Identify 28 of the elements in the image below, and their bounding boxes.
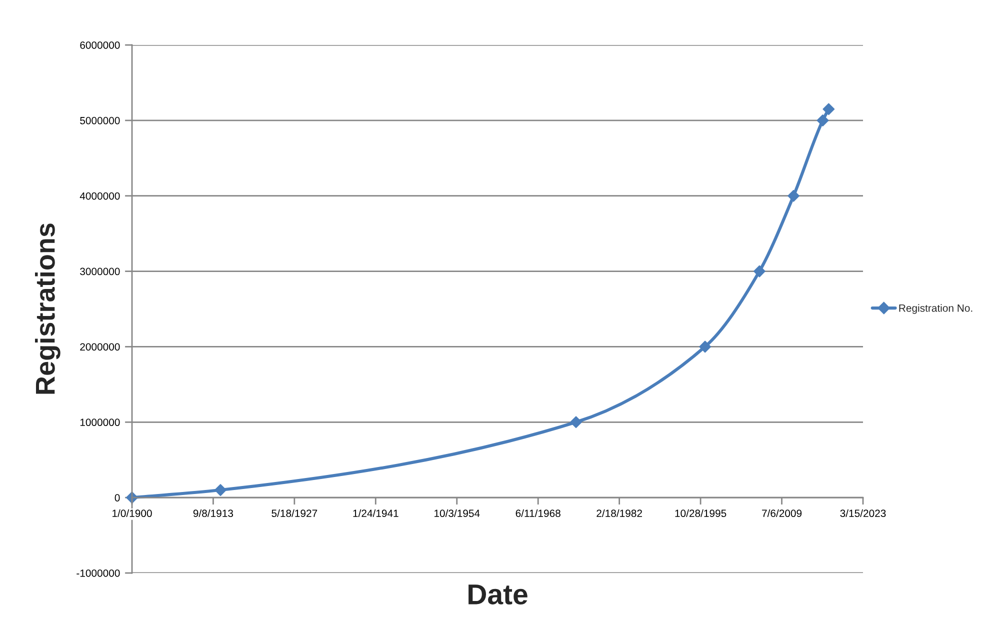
x-tick-label: 10/28/1995 (675, 509, 726, 518)
y-tick-label: 5000000 (80, 116, 120, 124)
x-axis-title: Date (468, 584, 528, 604)
point (570, 416, 582, 428)
x-tick-label: 9/8/1913 (193, 509, 234, 518)
x-tick-label: 10/3/1954 (434, 509, 480, 518)
y-tick-label: -1000000 (76, 570, 120, 577)
x-tick-label: 2/18/1982 (596, 509, 642, 518)
y-tick-label: 3000000 (80, 268, 120, 276)
x-tick-label: 6/11/1968 (516, 509, 560, 518)
x-tick-label: 7/6/2009 (762, 509, 802, 518)
y-axis-title: Registrations (34, 224, 60, 394)
point (699, 340, 712, 353)
point (788, 190, 800, 202)
y-tick-label: 4000000 (80, 192, 120, 200)
y-tick-label: 1000000 (80, 418, 120, 426)
x-tick-label: 5/18/1927 (272, 509, 318, 518)
x-tick-label: 3/15/2023 (840, 509, 886, 518)
point (753, 265, 766, 278)
y-tick-label: 2000000 (80, 343, 120, 351)
point (822, 103, 835, 116)
y-tick-label: 6000000 (80, 42, 120, 49)
point (816, 114, 829, 126)
legend-label: Registration No. (899, 304, 972, 314)
y-tick-label: 0 (114, 494, 120, 502)
x-tick-label: 1/24/1941 (353, 509, 398, 518)
x-tick-label: 1/0/1900 (112, 509, 152, 518)
point (214, 484, 226, 496)
